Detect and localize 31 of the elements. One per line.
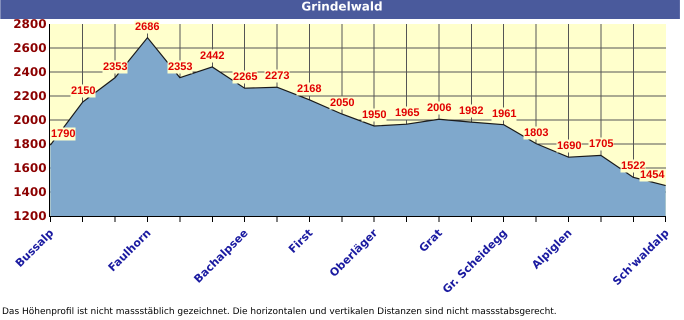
y-tick-label: 2200 [13, 89, 47, 104]
data-label: 2353 [168, 61, 192, 73]
data-label: 1790 [51, 128, 76, 140]
data-label: 2686 [135, 21, 160, 33]
chart-title: Grindelwald [301, 0, 383, 14]
data-label: 1522 [621, 160, 646, 172]
data-label: 1950 [362, 109, 386, 121]
y-tick-label: 2400 [13, 65, 47, 80]
data-label: 2150 [71, 85, 96, 97]
y-tick-label: 1400 [13, 185, 47, 200]
data-label: 2353 [103, 61, 128, 73]
data-label: 2273 [265, 70, 290, 82]
data-label: 2265 [233, 71, 258, 83]
y-tick-label: 2000 [13, 113, 47, 128]
data-label: 2050 [330, 97, 354, 109]
y-tick-label: 2600 [13, 41, 47, 56]
y-tick-label: 2800 [13, 17, 47, 32]
data-label: 2442 [200, 50, 224, 62]
text: Das Höhenprofil ist nicht massstäblich gezeichnet. Die horizontalen und vertikalen Distanzen sind nicht massstabsgerecht. [2, 307, 557, 317]
y-tick-label: 1200 [13, 209, 47, 224]
data-label: 1961 [492, 108, 516, 120]
data-label: 2168 [297, 83, 322, 95]
data-label: 1982 [459, 105, 484, 117]
data-label: 1803 [524, 127, 548, 139]
data-label: 1965 [395, 107, 420, 119]
y-tick-label: 1600 [13, 161, 47, 176]
y-tick-label: 1800 [13, 137, 47, 152]
data-label: 2006 [427, 102, 452, 114]
data-label: 1705 [589, 138, 614, 150]
data-label: 1690 [557, 140, 582, 152]
data-label: 1454 [640, 169, 666, 181]
